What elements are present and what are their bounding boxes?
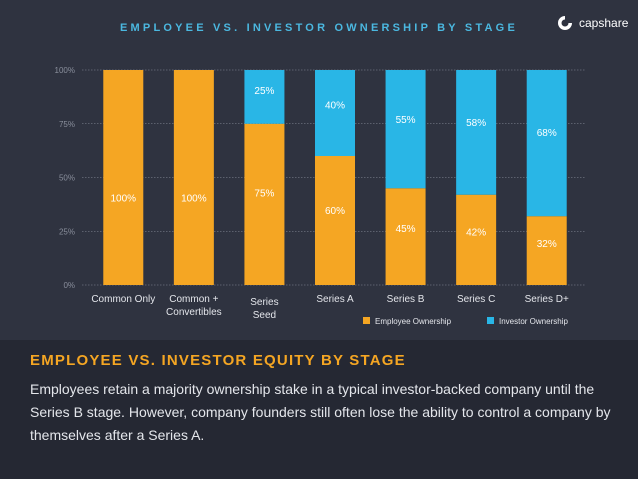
caption-body: Employees retain a majority ownership st… xyxy=(30,381,611,443)
legend-label-investor: Investor Ownership xyxy=(499,317,568,326)
bar-investor xyxy=(385,70,426,189)
bar-investor xyxy=(456,70,497,195)
capshare-logo: capshare xyxy=(556,14,628,32)
ownership-chart: 0% 25% 50% 75% 100% 100% Common Only 100% Common… xyxy=(55,66,586,326)
data-label-investor: 25% xyxy=(254,86,274,97)
data-label-investor: 58% xyxy=(466,118,486,129)
x-tick-label: Series Seed xyxy=(250,297,278,321)
x-tick-label: Common + Convertibles xyxy=(166,294,222,318)
x-tick-label: Series D+ xyxy=(525,294,569,305)
brand-name: capshare xyxy=(579,16,629,30)
x-tick-label-line: Series C xyxy=(457,294,495,305)
x-tick-label-line: Seed xyxy=(253,310,276,321)
x-tick-label-line: Series xyxy=(250,297,278,308)
x-tick-label-line: Common + xyxy=(169,294,218,305)
x-tick-label: Series A xyxy=(316,294,354,305)
x-tick-label: Series C xyxy=(457,294,495,305)
data-label-investor: 40% xyxy=(325,101,345,112)
x-tick-label: Series B xyxy=(387,294,425,305)
data-label-employee: 100% xyxy=(110,194,136,205)
x-tick-label-line: Convertibles xyxy=(166,307,222,318)
legend-swatch-investor xyxy=(487,317,494,324)
x-tick-label-line: Series A xyxy=(316,294,354,305)
chart-title: EMPLOYEE VS. INVESTOR OWNERSHIP BY STAGE xyxy=(120,22,518,34)
data-label-employee: 32% xyxy=(537,239,557,250)
y-tick-label: 25% xyxy=(59,227,75,236)
x-tick-label-line: Common Only xyxy=(91,294,155,305)
x-tick-label-line: Series B xyxy=(387,294,425,305)
bar-employee xyxy=(385,188,426,285)
bar-employee xyxy=(103,70,144,285)
y-tick-label: 50% xyxy=(59,174,75,183)
data-label-employee: 60% xyxy=(325,206,345,217)
bar-employee xyxy=(526,216,567,285)
caption-heading: EMPLOYEE VS. INVESTOR EQUITY BY STAGE xyxy=(30,352,406,369)
data-label-investor: 68% xyxy=(537,128,557,139)
bar-employee xyxy=(315,156,355,285)
bar-employee xyxy=(244,123,285,285)
bar-investor xyxy=(526,70,567,217)
legend-label-employee: Employee Ownership xyxy=(375,317,452,326)
legend-swatch-employee xyxy=(363,317,370,324)
data-label-employee: 75% xyxy=(254,188,274,199)
chart-panel: 0% 25% 50% 75% 100% 100% Common Only 100% Common… xyxy=(54,14,629,326)
y-tick-label: 0% xyxy=(63,281,75,290)
bar-employee xyxy=(173,70,214,285)
data-label-investor: 55% xyxy=(396,115,416,126)
x-tick-label: Common Only xyxy=(91,294,155,305)
capshare-logo-icon xyxy=(558,16,572,30)
y-tick-label: 100% xyxy=(55,66,75,75)
data-label-employee: 100% xyxy=(181,194,207,205)
y-tick-label: 75% xyxy=(59,120,75,129)
bar-employee xyxy=(456,194,497,285)
bar-investor xyxy=(244,70,285,124)
data-label-employee: 42% xyxy=(466,227,486,238)
caption-section: EMPLOYEE VS. INVESTOR EQUITY BY STAGE Em… xyxy=(0,340,638,479)
data-label-employee: 45% xyxy=(396,224,416,235)
bar-investor xyxy=(315,70,355,156)
x-tick-label-line: Series D+ xyxy=(525,294,569,305)
